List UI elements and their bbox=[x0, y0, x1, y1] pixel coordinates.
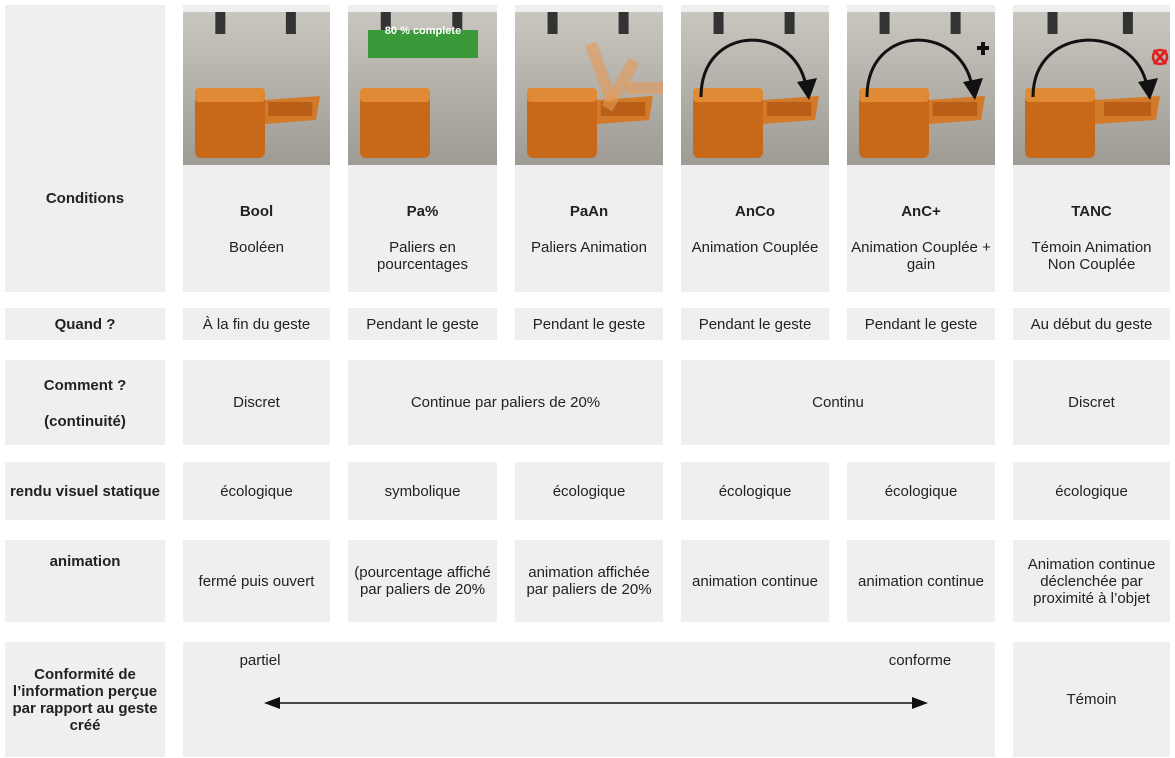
animation-cell: Animation continue déclenchée par proxim… bbox=[1013, 540, 1170, 622]
row-label: rendu visuel statique bbox=[5, 462, 165, 520]
render-cell: écologique bbox=[847, 462, 995, 520]
condition-code: AnCo bbox=[735, 203, 775, 220]
condition-image bbox=[847, 12, 995, 165]
animation-cell: fermé puis ouvert bbox=[183, 540, 330, 622]
row-label bbox=[5, 360, 165, 445]
condition-image bbox=[183, 12, 330, 165]
control-cell: Témoin bbox=[1013, 642, 1170, 757]
row-label-text: (continuité) bbox=[44, 413, 126, 430]
animation-cell: animation continue bbox=[681, 540, 829, 622]
condition-name: Animation Couplée bbox=[691, 239, 819, 256]
how-cell: Discret bbox=[183, 360, 330, 445]
condition-name: Paliers Animation bbox=[531, 239, 647, 256]
condition-name: Témoin Animation Non Couplée bbox=[1031, 239, 1152, 273]
how-cell: Continue par paliers de 20% bbox=[348, 360, 663, 445]
when-cell: Pendant le geste bbox=[515, 308, 663, 340]
condition-image bbox=[1013, 12, 1170, 165]
render-cell: écologique bbox=[681, 462, 829, 520]
when-cell: Pendant le geste bbox=[847, 308, 995, 340]
condition-image bbox=[348, 12, 497, 165]
condition-code: Bool bbox=[239, 203, 274, 220]
render-cell: écologique bbox=[1013, 462, 1170, 520]
conformity-cell bbox=[183, 642, 995, 757]
row-label-text: animation bbox=[49, 553, 121, 570]
animation-cell: animation continue bbox=[847, 540, 995, 622]
condition-code: Pa% bbox=[406, 203, 439, 220]
row-label: Conformité de l’information perçue par r… bbox=[5, 642, 165, 757]
condition-name: Booléen bbox=[228, 239, 285, 256]
progress-label: 80 % complete bbox=[384, 25, 462, 37]
conform-label: conforme bbox=[888, 652, 952, 669]
render-cell: écologique bbox=[515, 462, 663, 520]
when-cell: À la fin du geste bbox=[183, 308, 330, 340]
when-cell: Pendant le geste bbox=[348, 308, 497, 340]
condition-image bbox=[515, 12, 663, 165]
condition-code: AnC+ bbox=[901, 203, 941, 220]
conformity-arrow bbox=[264, 697, 928, 709]
how-cell: Discret bbox=[1013, 360, 1170, 445]
animation-cell: animation affichée par paliers de 20% bbox=[515, 540, 663, 622]
condition-code: PaAn bbox=[569, 203, 609, 220]
when-cell: Au début du geste bbox=[1013, 308, 1170, 340]
how-cell: Continu bbox=[681, 360, 995, 445]
row-label bbox=[5, 540, 165, 622]
render-cell: écologique bbox=[183, 462, 330, 520]
condition-image bbox=[681, 12, 829, 165]
row-label-text: Comment ? bbox=[43, 377, 127, 394]
row-label: Quand ? bbox=[5, 308, 165, 340]
animation-cell: (pourcentage affiché par paliers de 20% bbox=[348, 540, 497, 622]
condition-name: Animation Couplée + gain bbox=[851, 239, 991, 273]
row-label-text: Conditions bbox=[45, 190, 125, 207]
condition-code: TANC bbox=[1071, 203, 1112, 220]
when-cell: Pendant le geste bbox=[681, 308, 829, 340]
row-label bbox=[5, 5, 165, 292]
partial-label: partiel bbox=[239, 652, 281, 669]
render-cell: symbolique bbox=[348, 462, 497, 520]
condition-name: Paliers en pourcentages bbox=[377, 239, 468, 273]
